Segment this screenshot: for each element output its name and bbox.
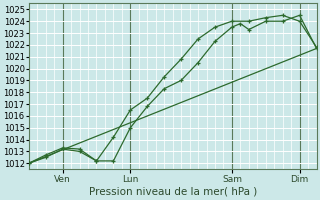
X-axis label: Pression niveau de la mer( hPa ): Pression niveau de la mer( hPa ) xyxy=(89,187,257,197)
